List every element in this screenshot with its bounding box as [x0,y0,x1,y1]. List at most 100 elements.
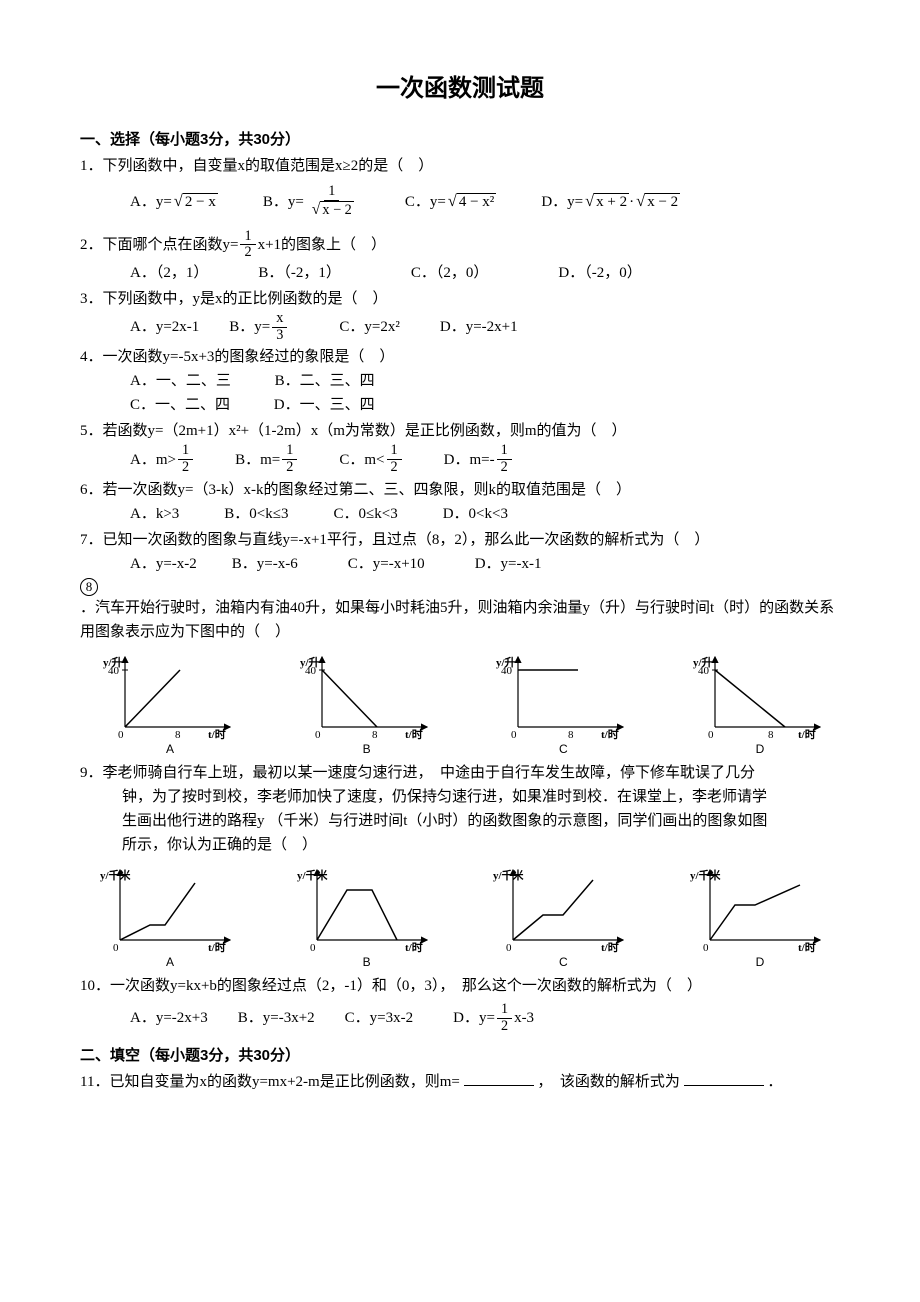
svg-text:8: 8 [568,729,574,741]
svg-text:8: 8 [175,729,181,741]
q9-stem-l3: 生画出他行进的路程y （千米）与行进时间t（小时）的函数图象的示意图，同学们画出… [122,809,840,833]
svg-text:0: 0 [703,942,709,954]
svg-text:y/千米: y/千米 [297,868,329,882]
svg-text:t/时: t/时 [405,940,423,954]
svg-text:y/升: y/升 [693,655,713,669]
svg-text:0: 0 [506,942,512,954]
svg-text:y/升: y/升 [496,655,516,669]
q9-chart-d: 0 y/千米 t/时 D [690,865,830,972]
svg-text:0: 0 [315,729,321,741]
svg-text:0: 0 [708,729,714,741]
svg-text:t/时: t/时 [601,727,619,741]
section-1-header: 一、选择（每小题3分，共30分） [80,128,840,152]
svg-text:y/千米: y/千米 [690,868,722,882]
q4-opt-c: C．一、二、四 [130,393,230,417]
svg-text:0: 0 [511,729,517,741]
q4-opt-a: A．一、二、三 [130,369,231,393]
question-10: 10．一次函数y=kx+b的图象经过点（2，-1）和（0，3）， 那么这个一次函… [80,974,840,1034]
q11-pre: 11．已知自变量为x的函数y=mx+2-m是正比例函数，则m= [80,1074,460,1090]
q3-opt-c: C．y=2x² [339,315,399,339]
q11-blank-1 [464,1071,534,1086]
q9-stem-l4: 所示，你认为正确的是（ ） [122,833,840,857]
q9-chart-a: 0 y/千米 t/时 A [100,865,240,972]
q2-stem: 2．下面哪个点在函数y= 12 x+1的图象上（ ） [80,229,840,261]
svg-text:0: 0 [118,729,124,741]
q1-opt-c: C．y=4 − x² [405,188,497,214]
svg-text:0: 0 [310,942,316,954]
q1-opt-b: B．y= 1 x − 2 [263,184,360,218]
q10-opt-a: A．y=-2x+3 [130,1006,208,1030]
q2-opt-d: D．（-2，0） [558,261,641,285]
q8-chart-c: 40 0 8 y/升 t/时 C [493,652,633,759]
q9-chart-c: 0 y/千米 t/时 C [493,865,633,972]
q7-stem: 7．已知一次函数的图象与直线y=-x+1平行，且过点（8，2），那么此一次函数的… [80,528,840,552]
svg-text:t/时: t/时 [798,940,816,954]
q9-charts: 0 y/千米 t/时 A 0 y/千米 t/时 B [100,865,830,972]
question-2: 2．下面哪个点在函数y= 12 x+1的图象上（ ） A．（2，1） B．（-2… [80,229,840,285]
q10-opt-b: B．y=-3x+2 [238,1006,315,1030]
q5-opt-a: A．m> 12 [130,443,195,475]
q8-chart-a: 40 0 8 y/升 t/时 A [100,652,240,759]
q2-opt-a: A．（2，1） [130,261,208,285]
q1-stem: 1．下列函数中，自变量x的取值范围是x≥2的是（ ） [80,154,840,178]
q6-opt-d: D．0<k<3 [443,502,508,526]
q3-opt-d: D．y=-2x+1 [440,315,518,339]
q3-opt-a: A．y=2x-1 [130,315,199,339]
q9-stem-l1: 9．李老师骑自行车上班，最初以某一速度匀速行进， 中途由于自行车发生故障，停下修… [80,761,840,785]
question-9: 9．李老师骑自行车上班，最初以某一速度匀速行进， 中途由于自行车发生故障，停下修… [80,761,840,972]
svg-text:8: 8 [372,729,378,741]
q7-were-d: D．y=-x-1 [475,552,542,576]
q11-mid: ， 该函数的解析式为 [537,1074,680,1090]
q1-opt-d: D．y=x + 2 · x − 2 [541,188,680,214]
q10-opt-d: D．y= 12 x-3 [453,1002,534,1034]
q8-chart-d: 40 0 8 y/升 t/时 D [690,652,830,759]
question-5: 5．若函数y=（2m+1）x²+（1-2m）x（m为常数）是正比例函数，则m的值… [80,419,840,475]
q4-opt-b: B．二、三、四 [275,369,375,393]
svg-text:t/时: t/时 [208,940,226,954]
question-7: 7．已知一次函数的图象与直线y=-x+1平行，且过点（8，2），那么此一次函数的… [80,528,840,576]
q7-opt-c: C．y=-x+10 [348,552,425,576]
page-title: 一次函数测试题 [80,70,840,108]
svg-text:t/时: t/时 [405,727,423,741]
q9-chart-b: 0 y/千米 t/时 B [297,865,437,972]
q7-opt-a: A．y=-x-2 [130,552,197,576]
q11-end: ． [767,1074,782,1090]
q5-stem: 5．若函数y=（2m+1）x²+（1-2m）x（m为常数）是正比例函数，则m的值… [80,419,840,443]
q8-number-circled: 8 [80,578,98,596]
question-3: 3．下列函数中，y是x的正比例函数的是（ ） A．y=2x-1 B．y= x3 … [80,287,840,343]
q1-opt-a: A．y=2 − x [130,188,218,214]
q4-opt-d: D．一、三、四 [274,393,375,417]
q5-opt-c: C．m< 12 [339,443,403,475]
q8-stem: 8．汽车开始行驶时，油箱内有油40升，如果每小时耗油5升，则油箱内余油量y（升）… [80,578,840,644]
q2-opt-b: B．（-2，1） [258,261,341,285]
q5-opt-d: D．m=- 12 [444,443,514,475]
q8-chart-b: 40 0 8 y/升 t/时 B [297,652,437,759]
q11-blank-2 [684,1071,764,1086]
question-4: 4．一次函数y=-5x+3的图象经过的象限是（ ） A．一、二、三 B．二、三、… [80,345,840,417]
svg-text:8: 8 [768,729,774,741]
q6-opt-b: B．0<k≤3 [224,502,288,526]
q3-stem: 3．下列函数中，y是x的正比例函数的是（ ） [80,287,840,311]
q5-opt-b: B．m= 12 [235,443,299,475]
svg-text:t/时: t/时 [208,727,226,741]
q6-opt-a: A．k>3 [130,502,179,526]
section-2-header: 二、填空（每小题3分，共30分） [80,1044,840,1068]
question-6: 6．若一次函数y=（3-k）x-k的图象经过第二、三、四象限，则k的取值范围是（… [80,478,840,526]
question-8: 8．汽车开始行驶时，油箱内有油40升，如果每小时耗油5升，则油箱内余油量y（升）… [80,578,840,759]
q3-opt-b: B．y= x3 [229,311,289,343]
q2-opt-c: C．（2，0） [411,261,489,285]
question-1: 1．下列函数中，自变量x的取值范围是x≥2的是（ ） A．y=2 − x B．y… [80,154,840,218]
svg-text:y/千米: y/千米 [100,868,132,882]
svg-text:t/时: t/时 [798,727,816,741]
svg-text:y/千米: y/千米 [493,868,525,882]
q4-stem: 4．一次函数y=-5x+3的图象经过的象限是（ ） [80,345,840,369]
svg-text:y/升: y/升 [103,655,123,669]
q7-opt-b: B．y=-x-6 [232,552,298,576]
question-11: 11．已知自变量为x的函数y=mx+2-m是正比例函数，则m= ， 该函数的解析… [80,1070,840,1094]
q8-charts: 40 0 8 y/升 t/时 A 40 0 8 y/升 t/时 B [100,652,830,759]
q10-opt-c: C．y=3x-2 [345,1006,413,1030]
q9-stem-l2: 钟，为了按时到校，李老师加快了速度，仍保持匀速行进，如果准时到校．在课堂上，李老… [122,785,840,809]
q10-stem: 10．一次函数y=kx+b的图象经过点（2，-1）和（0，3）， 那么这个一次函… [80,974,840,998]
svg-text:t/时: t/时 [601,940,619,954]
q6-opt-c: C．0≤k<3 [334,502,398,526]
